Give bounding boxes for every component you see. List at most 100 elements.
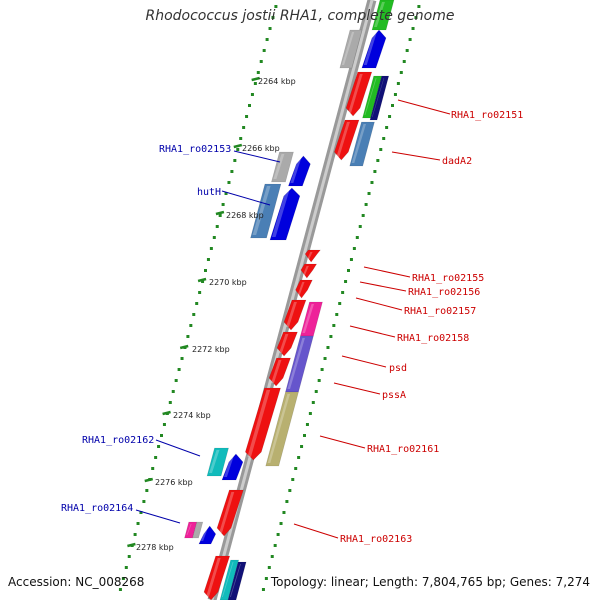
gene-label-dadA2[interactable]: dadA2 (442, 156, 472, 167)
scale-dot (408, 38, 412, 41)
gene-label-RHA1_ro02158[interactable]: RHA1_ro02158 (397, 333, 469, 344)
gene-pssA[interactable] (285, 335, 314, 393)
scale-dot (382, 137, 386, 140)
gene-label-psd[interactable]: psd (389, 363, 407, 374)
gene-highlight (287, 338, 305, 389)
gene-feature[interactable] (198, 525, 217, 545)
gene-RHA1_ro02161[interactable] (244, 387, 281, 461)
label-leader-line (221, 190, 271, 206)
gene-highlight (297, 282, 305, 295)
gene-feature[interactable] (287, 155, 311, 187)
gene-feature[interactable] (265, 391, 299, 467)
scale-dot (294, 467, 298, 470)
gene-highlight (273, 154, 285, 179)
scale-label: 2272 kbp (192, 345, 230, 354)
gene-psd[interactable] (268, 357, 291, 387)
scale-dot (341, 291, 345, 294)
scale-dot (323, 357, 327, 360)
scale-dot (160, 434, 163, 437)
gene-feature[interactable] (221, 453, 244, 481)
gene-feature[interactable] (269, 187, 301, 241)
scale-dot (262, 49, 266, 52)
left-gene-labels: RHA1_ro02153 hutH RHA1_ro02162 RHA1_ro02… (61, 144, 231, 514)
label-leader-line (341, 355, 387, 368)
gene-highlight (267, 394, 291, 463)
scale-dot (364, 203, 368, 206)
scale-dot (373, 170, 377, 173)
label-leader-line (359, 281, 407, 292)
scale-label: 2264 kbp (258, 77, 296, 86)
scale-dot (206, 258, 210, 261)
gene-RHA1_ro02157[interactable] (295, 279, 313, 299)
gene-label-RHA1_ro02164[interactable]: RHA1_ro02164 (61, 503, 133, 514)
scale-dot (303, 434, 306, 437)
gene-feature[interactable] (333, 119, 360, 161)
gene-label-hutH[interactable]: hutH (197, 187, 221, 198)
scale-major-tick (144, 477, 154, 483)
label-leader-line (363, 266, 411, 278)
gene-label-RHA1_ro02157[interactable]: RHA1_ro02157 (404, 306, 476, 317)
gene-highlight (272, 190, 290, 237)
scale-dot (121, 577, 125, 580)
scale-dot (414, 16, 418, 19)
gene-highlight (219, 492, 235, 533)
gene-label-RHA1_ro02163[interactable]: RHA1_ro02163 (340, 534, 412, 545)
scale-dot (224, 192, 228, 195)
gene-highlight (348, 74, 363, 113)
gene-label-pssA[interactable]: pssA (382, 390, 406, 401)
scale-dot (259, 60, 263, 63)
gene-label-RHA1_ro02156[interactable]: RHA1_ro02156 (408, 287, 480, 298)
scale-label: 2278 kbp (136, 543, 174, 552)
scale-dot (300, 445, 304, 448)
gene-feature[interactable] (369, 75, 390, 121)
scale-label: 2266 kbp (242, 144, 280, 153)
scale-dot (349, 258, 353, 261)
scale-dot (195, 302, 199, 305)
gene-feature[interactable] (339, 29, 363, 69)
gene-highlight (279, 334, 289, 353)
scale-dot (245, 115, 249, 118)
scale-dot (285, 500, 289, 503)
scale-dot (361, 214, 365, 217)
gene-label-RHA1_ro02162[interactable]: RHA1_ro02162 (82, 435, 154, 446)
gene-feature[interactable] (203, 555, 231, 601)
scale-dot (127, 555, 131, 558)
topology-text: Topology: linear; Length: 7,804,765 bp; … (270, 575, 590, 589)
gene-label-RHA1_ro02153[interactable]: RHA1_ro02153 (159, 144, 231, 155)
gene-highlight (194, 524, 199, 535)
gene-label-RHA1_ro02161[interactable]: RHA1_ro02161 (367, 444, 439, 455)
label-leader-line (293, 523, 339, 539)
gene-feature[interactable] (361, 29, 387, 69)
scale-dot (157, 445, 161, 448)
scale-dot (271, 16, 275, 19)
scale-dot (396, 82, 400, 85)
gene-highlight (200, 528, 208, 541)
gene-RHA1_ro02163[interactable] (216, 489, 244, 537)
scale-dot (154, 456, 158, 459)
scale-dot (332, 324, 336, 327)
scale-ticks (118, 5, 421, 591)
gene-RHA1_ro02156[interactable] (300, 263, 318, 279)
label-leader-line (397, 99, 451, 115)
scale-dot (282, 511, 286, 514)
scale-dot (405, 49, 409, 52)
gene-feature[interactable] (371, 0, 395, 31)
scale-dot (279, 522, 283, 525)
gene-RHA1_ro02153[interactable] (271, 151, 294, 183)
gene-feature[interactable] (362, 75, 383, 119)
scale-labels: 2264 kbp 2266 kbp 2268 kbp 2270 kbp 2272… (136, 77, 296, 552)
gene-feature[interactable] (192, 521, 204, 539)
gene-dadA2[interactable] (349, 121, 375, 167)
gene-RHA1_ro02164[interactable] (184, 521, 198, 539)
scale-dot (402, 60, 406, 63)
gene-RHA1_ro02155[interactable] (304, 249, 321, 263)
gene-label-RHA1_ro02155[interactable]: RHA1_ro02155 (412, 273, 484, 284)
gene-hutH[interactable] (250, 183, 282, 239)
gene-feature[interactable] (283, 299, 307, 331)
gene-label-RHA1_ro02151[interactable]: RHA1_ro02151 (451, 110, 523, 121)
gene-RHA1_ro02162[interactable] (206, 447, 229, 477)
gene-feature[interactable] (276, 331, 298, 357)
gene-RHA1_ro02151[interactable] (345, 71, 373, 117)
